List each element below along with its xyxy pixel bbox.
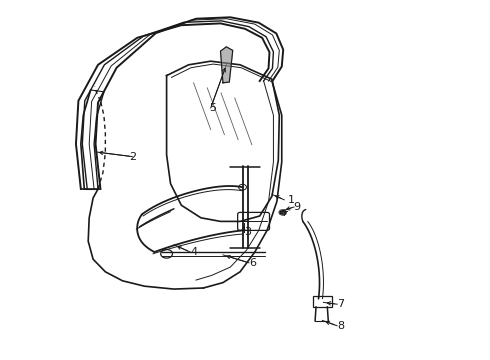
Text: 8: 8	[337, 321, 344, 331]
Text: 4: 4	[190, 247, 197, 257]
Text: 9: 9	[293, 202, 300, 212]
Text: 3: 3	[244, 227, 251, 237]
Text: 6: 6	[249, 258, 256, 268]
Text: 1: 1	[288, 195, 295, 205]
Polygon shape	[220, 47, 233, 83]
Text: 5: 5	[210, 103, 217, 113]
Text: 2: 2	[129, 152, 136, 162]
Circle shape	[279, 210, 287, 215]
Bar	[313, 296, 332, 307]
Text: 7: 7	[337, 299, 344, 309]
